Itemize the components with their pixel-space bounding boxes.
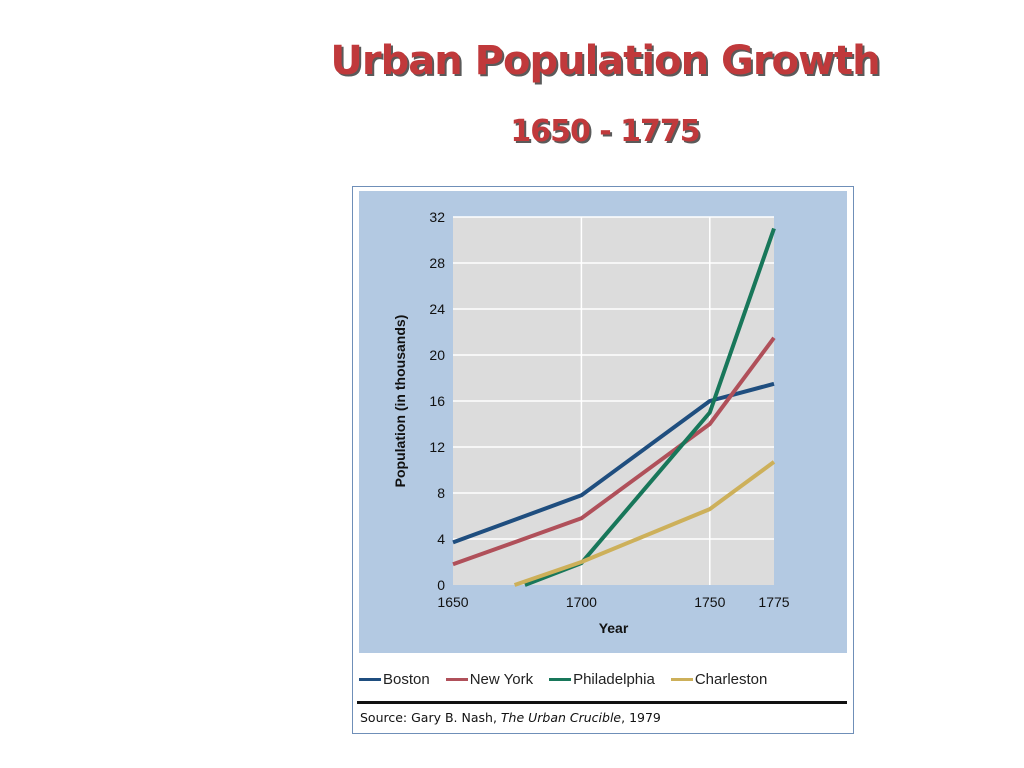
y-tick-label: 24 bbox=[429, 301, 445, 317]
legend-swatch-philadelphia bbox=[549, 677, 572, 681]
source-divider bbox=[357, 701, 847, 704]
x-axis-ticks: 1650 1700 1750 1775 bbox=[437, 594, 789, 610]
y-axis-label: Population (in thousands) bbox=[392, 315, 408, 488]
legend-label-philadelphia: Philadelphia bbox=[573, 670, 655, 688]
legend-item-boston: Boston bbox=[359, 671, 430, 688]
y-tick-label: 12 bbox=[429, 439, 445, 455]
source-book-title: The Urban Crucible bbox=[500, 710, 622, 725]
source-prefix: Source: Gary B. Nash, bbox=[360, 710, 501, 725]
legend-swatch-new-york bbox=[445, 677, 468, 681]
y-tick-label: 32 bbox=[429, 209, 445, 225]
chart-figure: 0 4 8 12 16 20 24 28 32 1650 1700 1750 1775 Year Po… bbox=[352, 186, 854, 734]
x-tick-label: 1750 bbox=[694, 594, 725, 610]
y-axis-ticks: 0 4 8 12 16 20 24 28 32 bbox=[429, 209, 445, 593]
y-tick-label: 4 bbox=[437, 531, 445, 547]
legend-label-charleston: Charleston bbox=[694, 670, 768, 688]
series-line-philadelphia bbox=[524, 227, 776, 587]
x-axis-label: Year bbox=[599, 620, 629, 636]
y-tick-label: 8 bbox=[437, 485, 445, 501]
slide-title: Urban Population Growth bbox=[330, 38, 880, 84]
line-chart: 0 4 8 12 16 20 24 28 32 1650 1700 1750 1775 Year Po… bbox=[359, 191, 847, 653]
chart-legend: Boston New York Philadelphia Charleston bbox=[359, 667, 849, 691]
y-tick-label: 20 bbox=[429, 347, 445, 363]
y-tick-label: 0 bbox=[437, 577, 445, 593]
x-tick-label: 1650 bbox=[437, 594, 468, 610]
series-line-charleston bbox=[513, 460, 776, 587]
legend-swatch-charleston bbox=[670, 677, 693, 681]
legend-item-philadelphia: Philadelphia bbox=[549, 671, 655, 688]
series-line-boston bbox=[452, 381, 775, 545]
series-lines bbox=[452, 227, 776, 587]
legend-swatch-boston bbox=[359, 677, 381, 681]
y-tick-label: 16 bbox=[429, 393, 445, 409]
slide-subtitle: 1650 - 1775 bbox=[510, 114, 700, 149]
series-line-new-york bbox=[452, 336, 776, 567]
source-suffix: , 1979 bbox=[621, 710, 661, 725]
legend-item-charleston: Charleston bbox=[670, 670, 768, 688]
legend-label-boston: Boston bbox=[383, 670, 430, 688]
gridlines bbox=[453, 216, 774, 585]
y-tick-label: 28 bbox=[429, 255, 445, 271]
legend-label-new-york: New York bbox=[469, 670, 534, 688]
legend-item-new-york: New York bbox=[445, 670, 534, 688]
x-tick-label: 1775 bbox=[758, 594, 789, 610]
source-citation: Source: Gary B. Nash, The Urban Crucible… bbox=[360, 710, 661, 725]
x-tick-label: 1700 bbox=[566, 594, 597, 610]
